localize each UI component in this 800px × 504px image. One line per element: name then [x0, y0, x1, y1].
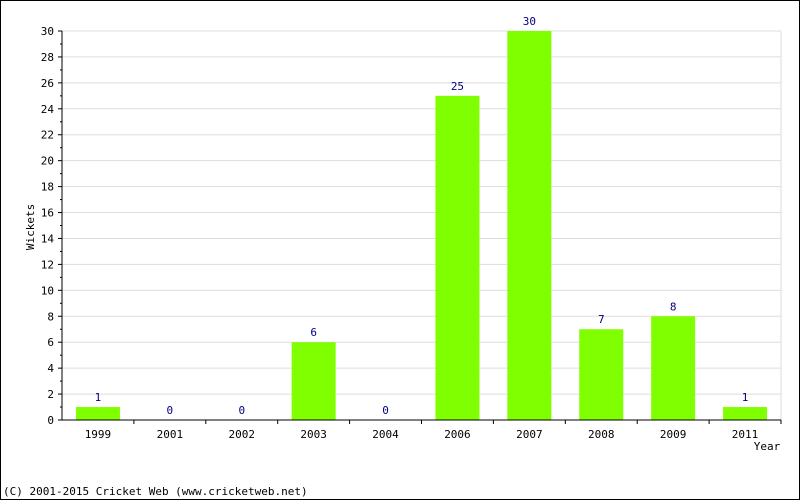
bars	[75, 31, 768, 420]
y-tick-label: 24	[41, 103, 55, 116]
bar-1999	[75, 407, 120, 420]
x-tick-label-2003: 2003	[300, 428, 327, 441]
bar-2011	[723, 407, 768, 420]
y-tick-label: 4	[47, 362, 54, 375]
gridlines	[62, 30, 782, 420]
y-tick-label: 6	[47, 336, 54, 349]
y-tick-label: 10	[41, 284, 54, 297]
data-label-2009: 8	[670, 300, 677, 313]
copyright-footer: (C) 2001-2015 Cricket Web (www.cricketwe…	[3, 485, 308, 498]
axes	[58, 30, 782, 424]
x-tick-label-2004: 2004	[372, 428, 399, 441]
y-tick-label: 26	[41, 77, 54, 90]
y-tick-label: 16	[41, 207, 54, 220]
data-labels: 1 0 0 6 0 25 30 7 8 1	[95, 15, 749, 417]
bar-2006	[435, 95, 480, 420]
x-axis-label: Year	[754, 440, 781, 453]
x-tick-label-2002: 2002	[229, 428, 256, 441]
y-axis-label: Wickets	[24, 204, 37, 250]
bar-2009	[651, 316, 696, 420]
y-tick-label: 8	[47, 310, 54, 323]
y-tick-label: 0	[47, 414, 54, 427]
x-tick-label-1999: 1999	[85, 428, 112, 441]
bar-2008	[579, 329, 624, 420]
data-label-2001: 0	[167, 404, 174, 417]
data-label-2002: 0	[238, 404, 245, 417]
data-label-2006: 25	[451, 80, 464, 93]
x-tick-label-2009: 2009	[660, 428, 687, 441]
data-label-2003: 6	[310, 326, 317, 339]
y-tick-label: 2	[47, 388, 54, 401]
y-tick-label: 14	[41, 232, 55, 245]
y-tick-label: 12	[41, 258, 54, 271]
x-tick-label-2007: 2007	[516, 428, 543, 441]
y-tick-label: 20	[41, 155, 54, 168]
data-label-2008: 7	[598, 313, 605, 326]
x-tick-label-2008: 2008	[588, 428, 615, 441]
bar-2007	[507, 31, 552, 420]
y-tick-label: 30	[41, 25, 54, 38]
y-tick-label: 18	[41, 181, 54, 194]
x-tick-label-2001: 2001	[157, 428, 184, 441]
bar-2003	[291, 342, 336, 420]
data-label-2004: 0	[382, 404, 389, 417]
data-label-2011: 1	[742, 391, 749, 404]
x-tick-label-2006: 2006	[444, 428, 471, 441]
data-label-2007: 30	[523, 15, 536, 28]
y-tick-label: 22	[41, 129, 54, 142]
x-tick-labels: 1999 2001 2002 2003 2004 2006 2007 2008 2009 2011	[85, 428, 759, 441]
y-tick-label: 28	[41, 51, 54, 64]
x-tick-label-2011: 2011	[732, 428, 759, 441]
data-label-1999: 1	[95, 391, 102, 404]
